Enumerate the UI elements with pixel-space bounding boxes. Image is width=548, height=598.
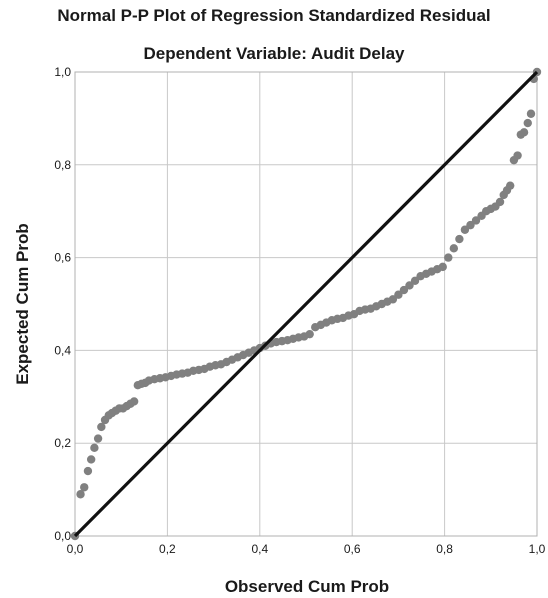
y-tick-label: 0,4 [54,343,71,357]
x-tick-label: 1,0 [529,542,546,556]
x-axis-label: Observed Cum Prob [225,577,389,596]
y-tick-label: 0,8 [54,158,71,172]
data-point [471,216,481,225]
chart-subtitle: Dependent Variable: Audit Delay [143,44,405,63]
y-tick-label: 0,0 [54,529,71,543]
data-point [83,466,93,476]
chart-title: Normal P-P Plot of Regression Standardiz… [57,6,491,25]
y-axis-label: Expected Cum Prob [13,223,32,385]
data-point [305,329,314,339]
y-axis-ticks: 0,0 0,2 0,4 0,6 0,8 1,0 [54,65,71,543]
data-point [513,151,522,160]
data-point [388,295,398,304]
x-tick-label: 0,0 [67,542,84,556]
x-axis-ticks: 0,0 0,2 0,4 0,6 0,8 1,0 [67,542,546,556]
data-point [444,253,453,262]
data-point [399,285,409,295]
data-point [93,434,103,443]
data-point [449,244,459,253]
data-point [466,220,475,230]
data-point [76,490,85,499]
x-tick-label: 0,2 [159,542,176,556]
reference-line [73,70,539,538]
data-point [526,109,536,118]
data-point [455,234,464,244]
y-tick-label: 0,2 [54,436,71,450]
data-point [405,281,414,290]
x-tick-label: 0,4 [251,542,268,556]
data-point [523,118,532,128]
data-point [506,181,515,190]
data-point [86,455,96,464]
y-tick-label: 1,0 [54,65,71,79]
x-tick-label: 0,6 [344,542,361,556]
plot-frame [74,71,538,537]
data-point [394,290,403,299]
data-point [80,483,89,492]
y-tick-label: 0,6 [54,251,71,265]
data-points [70,67,542,541]
data-point [129,397,139,406]
x-tick-label: 0,8 [436,542,453,556]
data-point [410,276,420,285]
data-point [495,197,505,207]
data-point [519,128,529,137]
data-point [460,225,470,234]
data-point [438,262,447,272]
data-point [97,422,106,432]
data-point [90,443,99,453]
